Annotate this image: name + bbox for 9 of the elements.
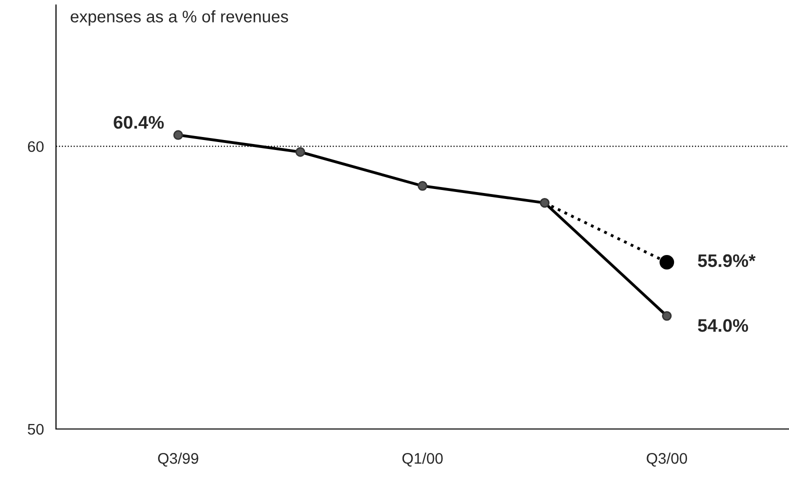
chart-title: expenses as a % of revenues [70, 10, 288, 26]
x-tick-label: Q3/00 [646, 452, 688, 467]
y-tick-label: 60 [28, 141, 44, 152]
x-tick-label: Q3/99 [158, 452, 198, 467]
data-label: 55.9%* [698, 254, 756, 268]
x-tick-label: Q1/00 [402, 452, 443, 467]
y-tick-label: 50 [28, 424, 44, 435]
data-label: 54.0% [698, 319, 748, 332]
data-label: 60.4% [114, 116, 164, 129]
